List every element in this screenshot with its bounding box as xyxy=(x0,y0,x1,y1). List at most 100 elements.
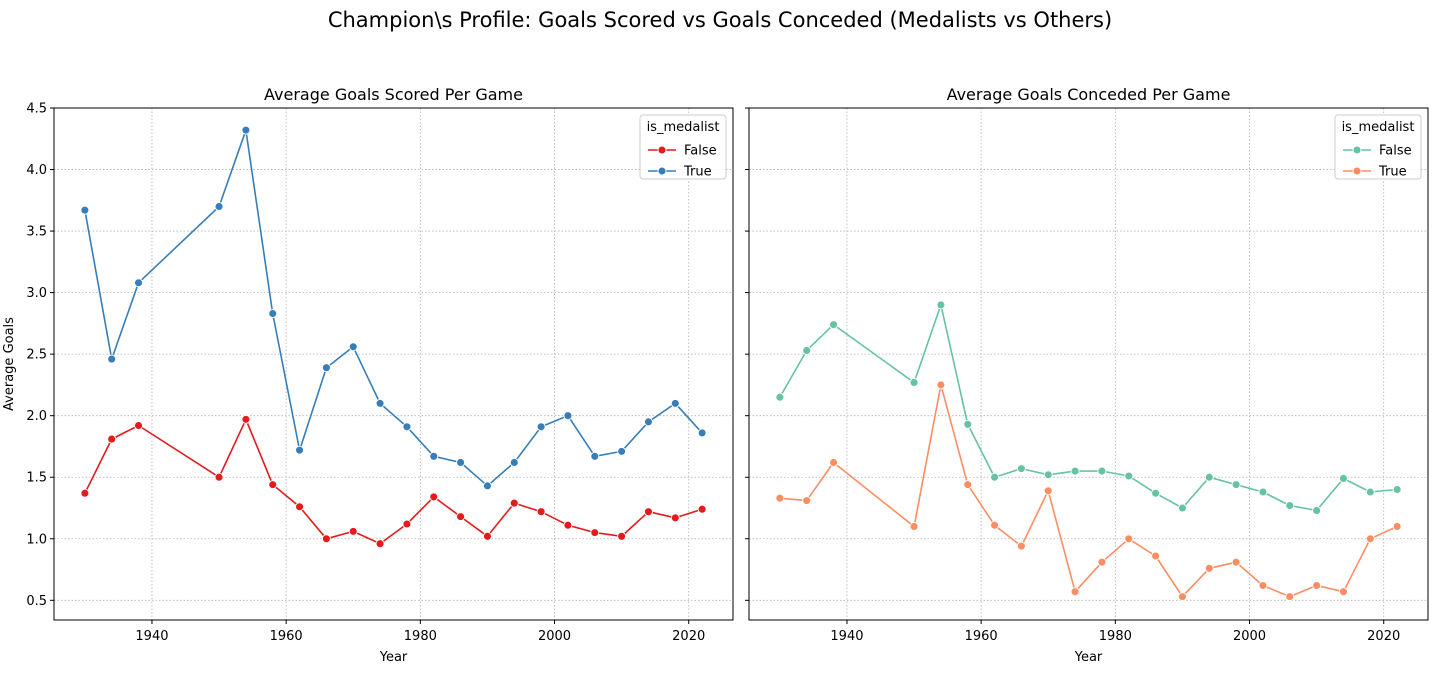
data-point xyxy=(802,496,812,506)
data-point xyxy=(1177,592,1187,602)
data-point xyxy=(456,458,466,467)
legend-swatch-marker xyxy=(1352,145,1362,155)
data-point xyxy=(1285,501,1295,510)
data-point xyxy=(670,513,680,523)
data-point xyxy=(1016,541,1026,551)
y-tick-label: 4.0 xyxy=(26,163,47,178)
series-false xyxy=(775,300,1402,515)
data-point xyxy=(936,380,946,390)
data-point xyxy=(348,526,358,536)
series-false xyxy=(80,414,707,549)
data-point xyxy=(375,539,385,549)
data-point xyxy=(80,205,90,215)
data-point xyxy=(321,534,331,544)
data-point xyxy=(536,507,546,517)
legend-entry: False xyxy=(1379,144,1412,159)
legend-title: is_medalist xyxy=(647,120,720,135)
data-point xyxy=(1392,522,1402,531)
data-point xyxy=(563,520,573,530)
data-point xyxy=(829,320,838,330)
series-line xyxy=(779,304,1398,512)
data-point xyxy=(617,531,627,541)
data-point xyxy=(1312,506,1322,515)
data-point xyxy=(482,531,492,541)
x-tick-label: 2020 xyxy=(672,629,705,644)
data-point xyxy=(829,458,838,467)
data-point xyxy=(644,507,653,517)
data-point xyxy=(775,392,785,402)
series-line xyxy=(84,129,703,487)
data-point xyxy=(107,354,117,364)
data-point xyxy=(563,411,573,421)
data-point xyxy=(1285,592,1295,602)
series-true xyxy=(775,380,1402,602)
legend: is_medalist False True xyxy=(639,114,727,180)
data-point xyxy=(1016,464,1026,474)
data-point xyxy=(1231,480,1241,490)
data-point xyxy=(214,472,224,482)
data-point xyxy=(429,451,439,461)
data-point xyxy=(1151,488,1161,498)
data-point xyxy=(1392,485,1402,494)
data-point xyxy=(1204,563,1214,573)
x-axis-label: Year xyxy=(379,650,408,665)
data-point xyxy=(536,422,546,432)
y-tick-label: 4.5 xyxy=(26,102,47,117)
data-point xyxy=(321,363,331,373)
series-line xyxy=(84,418,703,545)
x-tick-label: 1980 xyxy=(404,629,437,644)
y-axis-label: Average Goals xyxy=(2,317,17,411)
y-tick-label: 2.5 xyxy=(26,348,47,363)
y-tick-label: 3.5 xyxy=(26,225,47,240)
data-point xyxy=(1043,470,1053,480)
x-axis-label: Year xyxy=(1074,650,1103,665)
legend-entry: True xyxy=(683,165,712,180)
data-point xyxy=(590,528,600,538)
data-point xyxy=(1365,487,1375,497)
data-point xyxy=(1097,466,1107,476)
data-point xyxy=(1339,587,1348,597)
y-tick-label: 1.0 xyxy=(26,532,47,547)
data-point xyxy=(590,451,600,461)
data-point xyxy=(644,417,653,427)
legend-entry: False xyxy=(684,144,717,159)
data-point xyxy=(909,522,919,531)
axes-frame xyxy=(748,107,1429,621)
data-point xyxy=(241,414,251,424)
data-point xyxy=(617,446,627,456)
data-point xyxy=(670,398,680,408)
data-point xyxy=(1124,534,1134,544)
data-point xyxy=(963,480,973,490)
x-tick-label: 1940 xyxy=(830,629,863,644)
data-point xyxy=(482,481,492,491)
x-tick-label: 2000 xyxy=(538,629,571,644)
data-point xyxy=(509,498,519,508)
data-point xyxy=(1258,581,1268,590)
data-point xyxy=(214,202,224,211)
data-point xyxy=(509,458,519,467)
legend-title: is_medalist xyxy=(1342,120,1415,135)
data-point xyxy=(1339,474,1348,483)
data-point xyxy=(697,428,707,438)
y-tick-label: 2.0 xyxy=(26,409,47,424)
legend-box xyxy=(639,114,727,180)
legend-box xyxy=(1334,114,1422,180)
x-tick-label: 1980 xyxy=(1099,629,1132,644)
axes-frame xyxy=(53,107,734,621)
x-tick-label: 1960 xyxy=(270,629,303,644)
data-point xyxy=(134,421,143,430)
data-point xyxy=(1070,587,1080,597)
data-point xyxy=(80,488,90,498)
data-point xyxy=(775,493,785,503)
data-point xyxy=(1177,503,1187,513)
legend: is_medalist False True xyxy=(1334,114,1422,180)
data-point xyxy=(1070,466,1080,476)
data-point xyxy=(963,419,973,429)
data-point xyxy=(990,472,1000,482)
data-point xyxy=(990,520,1000,530)
chart-title: Average Goals Scored Per Game xyxy=(264,85,523,104)
data-point xyxy=(1365,534,1375,544)
data-point xyxy=(802,346,812,355)
y-tick-label: 0.5 xyxy=(26,594,47,609)
legend-swatch-marker xyxy=(657,166,667,176)
